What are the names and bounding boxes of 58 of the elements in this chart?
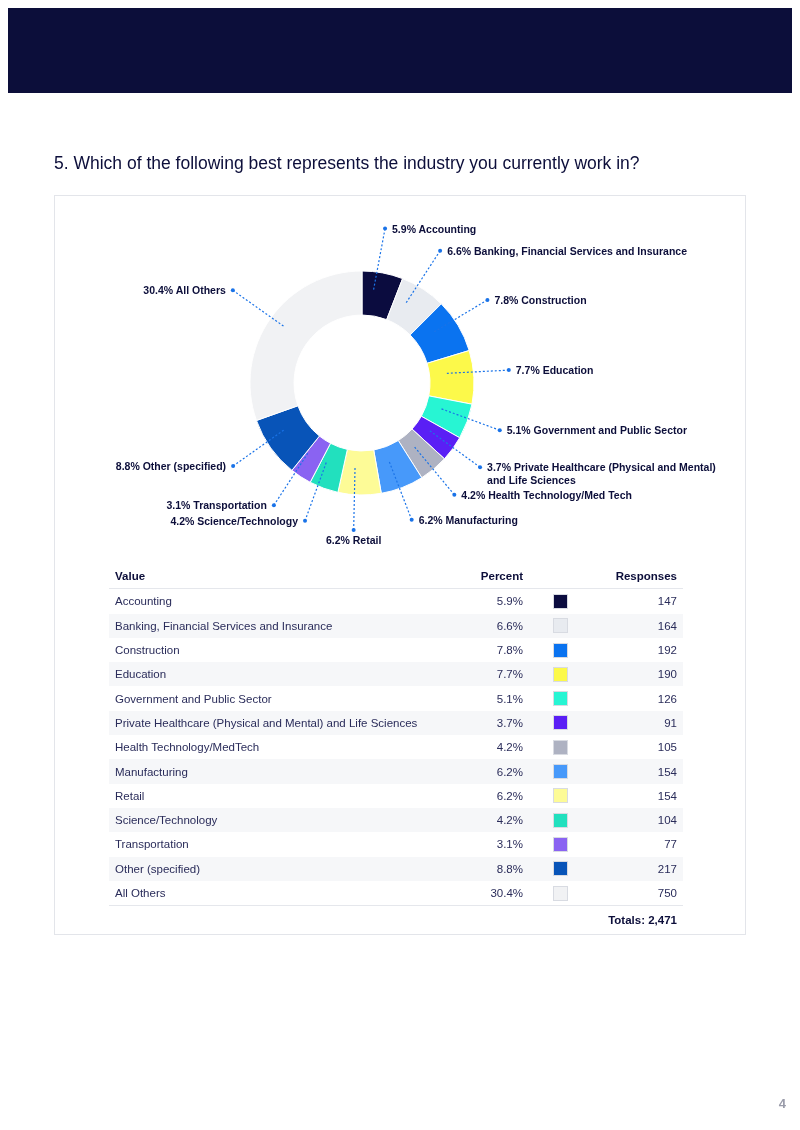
text: 7.7% [496,668,523,681]
data-label: 192 [656,643,678,659]
text: 6.2% [496,765,523,778]
text: 30.4% [490,887,523,899]
text: 4.2% [496,741,523,754]
slice-label: 5.1% Government and Public Sector [506,424,688,437]
slice-label: 6.2% Retail [325,533,382,546]
text: 3.1% [496,838,523,851]
data-label: 217 [656,861,678,877]
category-label: Retail [114,788,146,804]
slice-label: 30.4% All Others [143,284,226,297]
category-label: Private Healthcare (Physical and Mental) and Life Sciences [114,715,419,731]
text: 5.1% [496,692,523,705]
category-label: Accounting [114,594,173,610]
slice-label: 5.9% Accounting [392,222,477,235]
data-label: 147 [656,594,678,610]
data-label: 104 [656,813,678,829]
slice-label: 8.8% Other (specified) [115,460,227,473]
category-label: Health Technology/MedTech [114,740,261,756]
text: 6.6% [496,619,523,632]
slice-label: 3.7% Private Healthcare (Physical and Mental) and Life Sciences [487,461,716,487]
category-label: Government and Public Sector [114,691,273,707]
category-label: Manufacturing [114,764,189,780]
category-label: Other (specified) [114,861,201,877]
data-label: 164 [656,618,678,634]
data-label: 154 [656,788,678,804]
slice-label: 6.6% Banking, Financial Services and Insurance [447,244,688,257]
text: Value [109,564,468,589]
data-label: 154 [656,764,678,780]
data-label: 105 [656,740,678,756]
text: Responses [591,564,683,589]
text: 6.2% [496,789,523,802]
slice-label: 4.2% Health Technology/Med Tech [461,488,632,501]
text: Percent [467,564,529,589]
category-label: Banking, Financial Services and Insurance [114,618,334,634]
chart-title: 5. Which of the following best represents the industry you currently work in? [54,153,640,174]
text: 3.7% [496,716,523,729]
category-label: Transportation [114,837,190,853]
category-label: Science/Technology [114,813,219,829]
data-label: 750 [656,886,678,901]
category-label: Education [114,667,168,683]
text: 4.2% [496,814,523,827]
category-label: All Others [114,886,167,901]
slice-label: 7.8% Construction [494,293,587,306]
slice-label: 7.7% Education [515,364,594,377]
category-label: Construction [114,643,181,659]
data-label: 77 [663,837,678,853]
slice-label: 6.2% Manufacturing [418,513,518,526]
data-label: 126 [656,691,678,707]
text: 7.8% [496,644,523,657]
data-label: 91 [663,715,678,731]
slice-label: 3.1% Transportation [166,499,267,512]
text: 8.8% [496,862,523,875]
data-label: 190 [656,667,678,683]
text: 4 [778,1096,786,1111]
slice-label: 4.2% Science/Technology [170,514,299,527]
text: Totals: 2,471 [109,905,683,935]
text: 5.9% [496,595,523,608]
